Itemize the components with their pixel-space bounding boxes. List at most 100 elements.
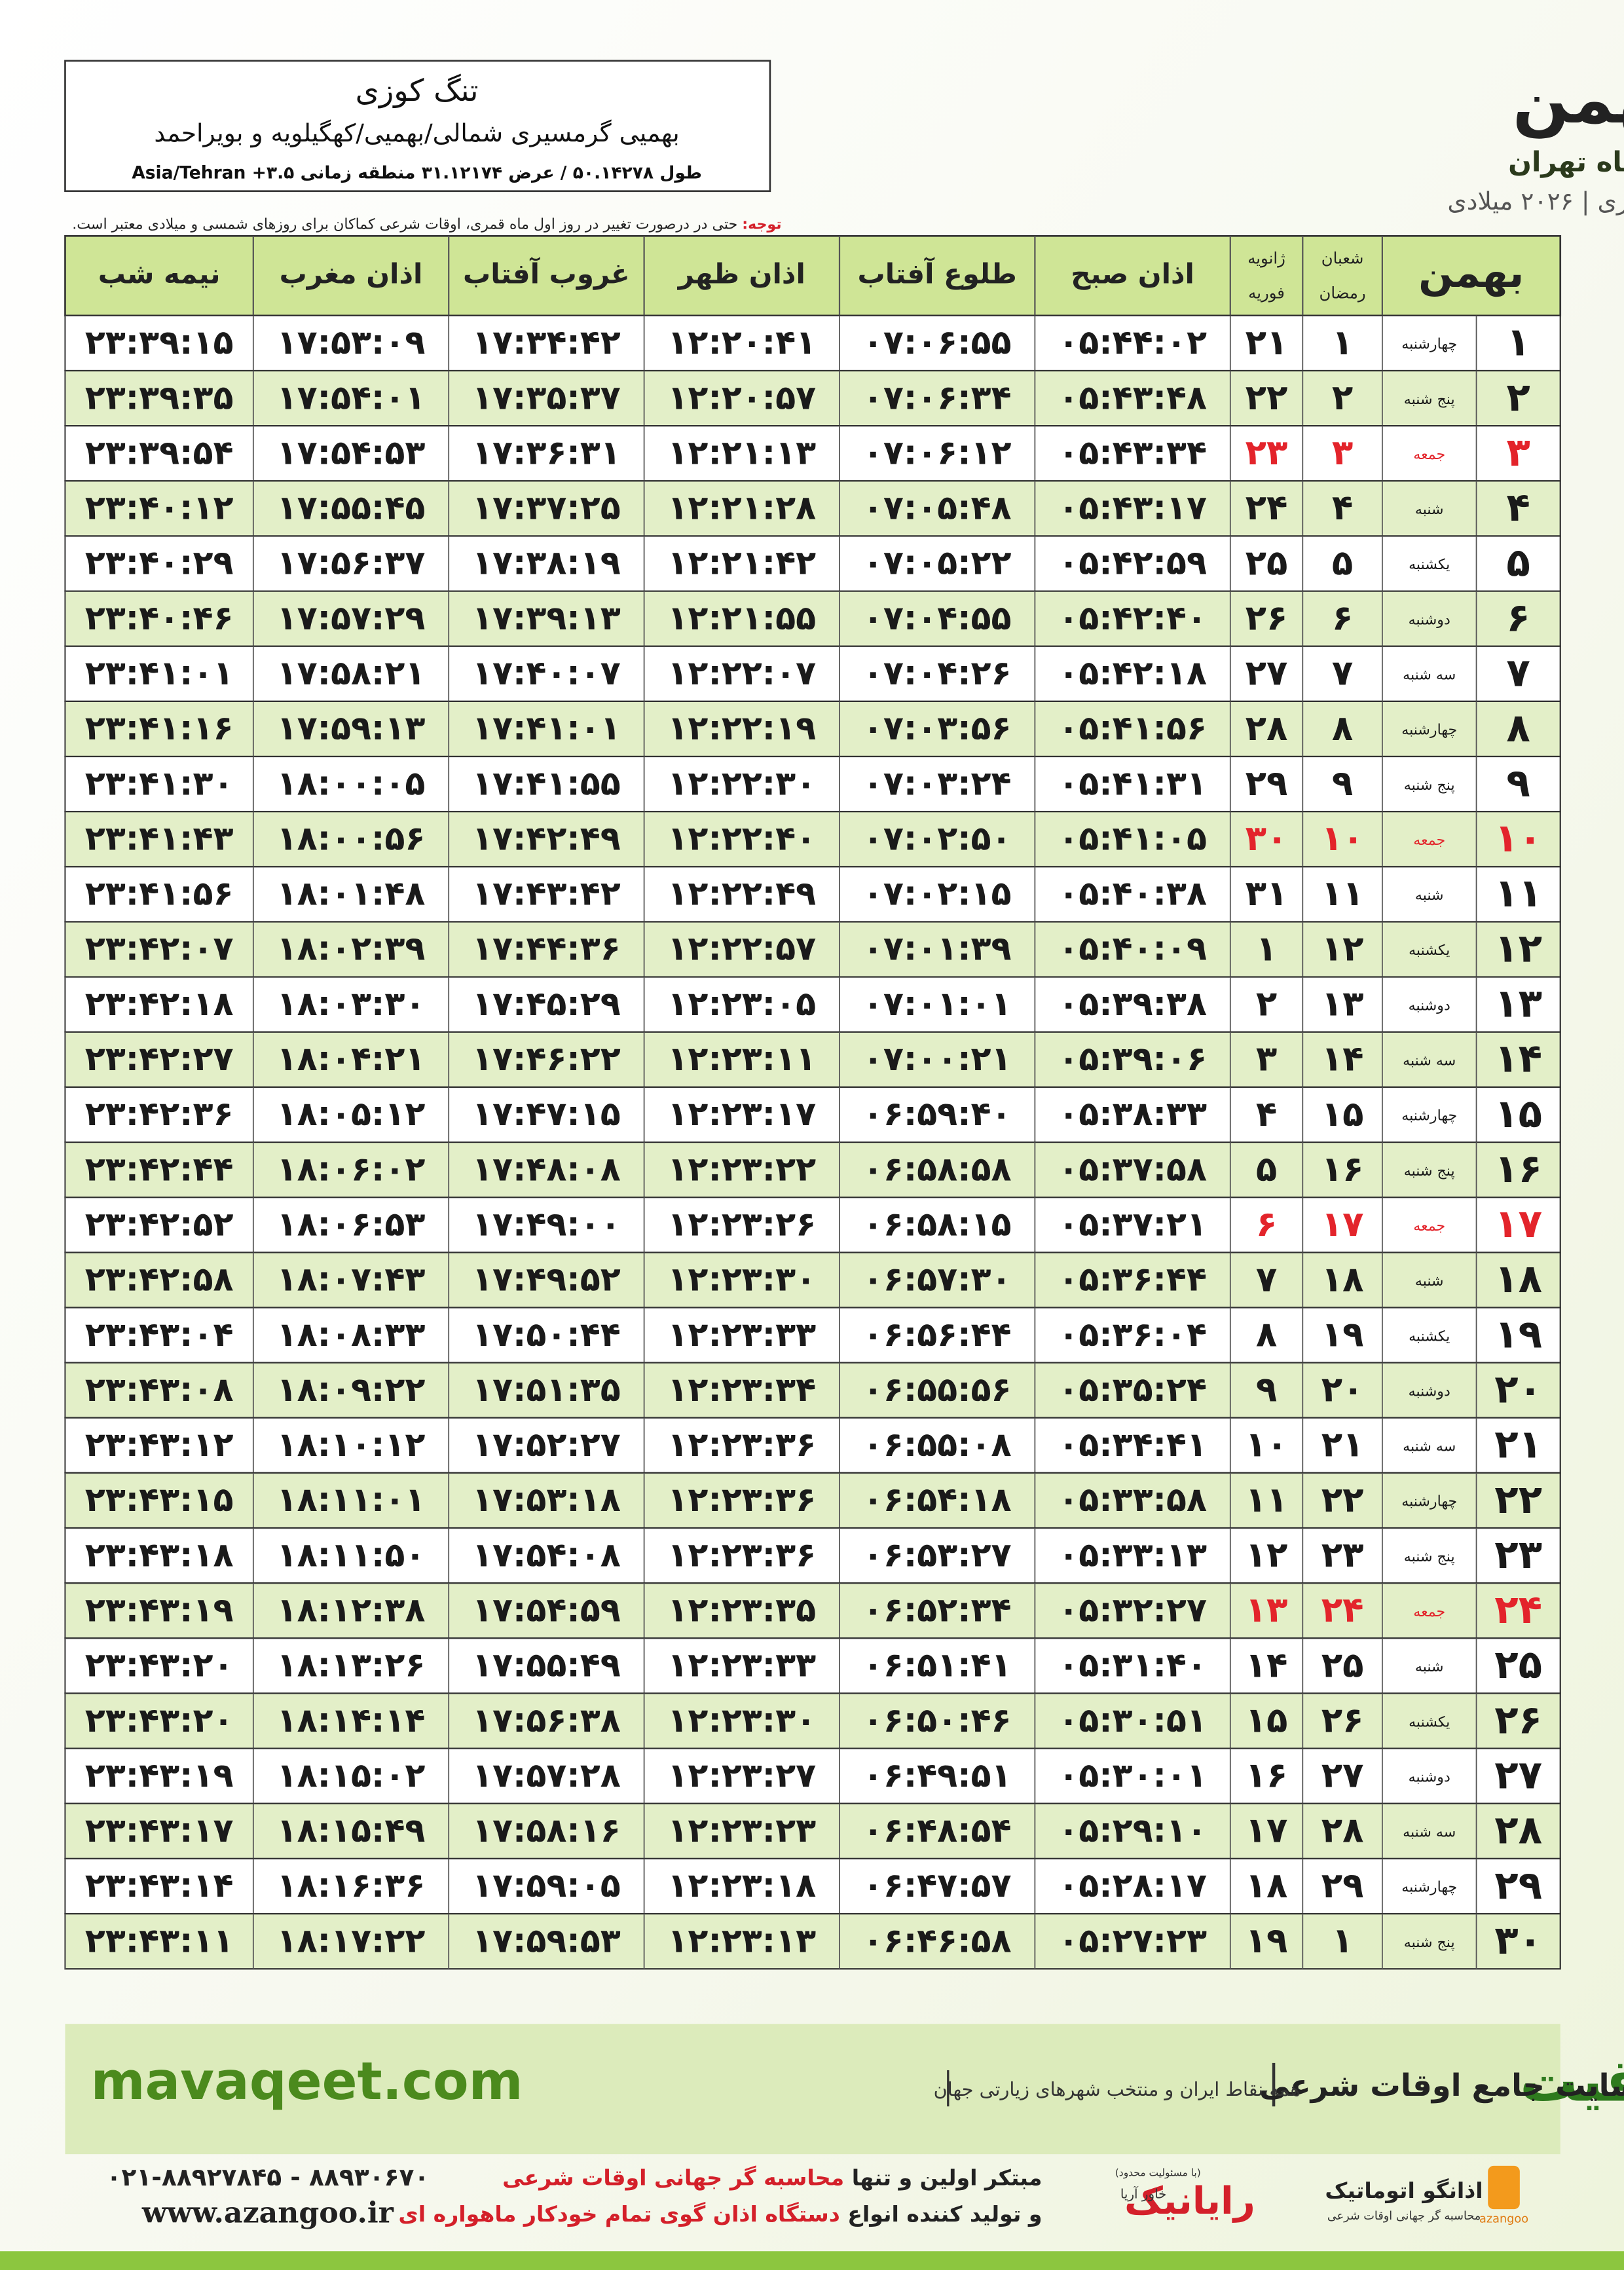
prayer-time: ۰۶:۵۳:۲۷ [863, 1535, 1012, 1574]
weekday: چهارشنبه [1401, 1879, 1457, 1896]
prayer-time: ۲۳:۴۳:۱۷ [85, 1811, 234, 1850]
phone: ۰۲۱-۸۸۹۲۷۸۴۵ - ۸۸۹۳۰۶۷۰ [106, 2163, 429, 2191]
date-number: ۲۴ [1321, 1590, 1364, 1630]
prayer-time: ۱۲:۲۳:۱۳ [667, 1921, 816, 1960]
prayer-time: ۱۸:۱۵:۴۹ [277, 1811, 426, 1850]
weekday: جمعه [1413, 1603, 1445, 1620]
column-header: بهمن [1418, 250, 1524, 297]
weekday: یکشنبه [1409, 556, 1450, 573]
prayer-time: ۱۸:۱۵:۰۲ [277, 1756, 426, 1795]
date-number: ۱۵ [1321, 1094, 1364, 1134]
day-number: ۲۵ [1494, 1643, 1542, 1688]
date-number: ۲ [1256, 984, 1277, 1024]
day-number: ۱ [1506, 320, 1530, 365]
day-number: ۱۷ [1494, 1202, 1542, 1247]
day-number: ۲۴ [1494, 1588, 1542, 1633]
date-number: ۳ [1332, 432, 1353, 473]
prayer-time: ۱۸:۰۸:۳۳ [277, 1315, 426, 1354]
prayer-time: ۲۳:۴۱:۴۳ [85, 819, 234, 857]
prayer-time: ۱۸:۱۶:۳۶ [277, 1866, 426, 1905]
prayer-time: ۲۳:۴۲:۱۸ [85, 984, 234, 1023]
prayer-time: ۰۶:۴۶:۵۸ [863, 1921, 1012, 1960]
prayer-time: ۰۶:۴۹:۵۱ [863, 1756, 1012, 1795]
date-number: ۲۲ [1321, 1479, 1364, 1520]
prayer-time: ۱۲:۲۳:۱۷ [667, 1094, 816, 1133]
prayer-time: ۰۶:۵۷:۳۰ [863, 1260, 1012, 1299]
prayer-time: ۱۸:۱۰:۱۲ [277, 1425, 426, 1464]
prayer-time: ۱۲:۲۳:۲۳ [667, 1811, 816, 1850]
prayer-time: ۱۷:۵۲:۲۷ [472, 1425, 621, 1464]
day-number: ۲۷ [1494, 1753, 1542, 1798]
prayer-time: ۱۲:۲۳:۳۵ [667, 1590, 816, 1629]
prayer-time: ۱۲:۲۱:۱۳ [667, 433, 816, 472]
banner-coverage: همه نقاط ایران و منتخب شهرهای زیارتی جها… [934, 2078, 1301, 2100]
prayer-time: ۰۷:۰۶:۵۵ [863, 323, 1012, 362]
prayer-time: ۰۵:۳۳:۱۳ [1058, 1535, 1207, 1574]
prayer-time: ۱۸:۱۳:۲۶ [277, 1646, 426, 1684]
prayer-time: ۲۳:۴۳:۰۴ [85, 1315, 234, 1354]
prayer-time: ۱۷:۵۸:۱۶ [472, 1811, 621, 1850]
banner-brand: مـواقیت [1520, 2047, 1624, 2115]
date-number: ۲۹ [1246, 763, 1288, 804]
weekday: شنبه [1415, 501, 1444, 518]
prayer-time: ۱۷:۵۸:۲۱ [277, 654, 426, 692]
date-number: ۲۸ [1321, 1810, 1364, 1851]
prayer-time: ۱۸:۰۷:۴۳ [277, 1260, 426, 1299]
prayer-time: ۱۲:۲۰:۵۷ [667, 378, 816, 417]
date-number: ۱۰ [1321, 818, 1364, 859]
prayer-time: ۱۷:۴۱:۵۵ [472, 764, 621, 802]
date-number: ۳ [1256, 1039, 1277, 1079]
prayer-time: ۱۲:۲۲:۵۷ [667, 929, 816, 968]
prayer-time: ۰۵:۴۱:۳۱ [1058, 764, 1207, 802]
column-header: طلوع آفتاب [858, 257, 1017, 291]
prayer-time: ۱۲:۲۲:۴۰ [667, 819, 816, 857]
date-number: ۱ [1332, 1920, 1353, 1961]
table-header-bg [64, 234, 1562, 317]
date-number: ۲۳ [1321, 1535, 1364, 1575]
prayer-time: ۲۳:۴۳:۱۵ [85, 1480, 234, 1519]
date-number: ۲۷ [1321, 1755, 1364, 1796]
prayer-time: ۱۷:۵۴:۵۹ [472, 1590, 621, 1629]
logo-legal: (با مسئولیت محدود) [1115, 2167, 1201, 2179]
prayer-time: ۲۳:۴۲:۴۴ [85, 1149, 234, 1188]
date-number: ۲۶ [1246, 598, 1288, 639]
prayer-time: ۰۷:۰۵:۲۲ [863, 544, 1012, 582]
day-number: ۱۳ [1494, 981, 1542, 1026]
table-row [64, 1912, 1561, 1970]
prayer-time: ۱۷:۴۲:۴۹ [472, 819, 621, 857]
prayer-time: ۱۸:۰۳:۳۰ [277, 984, 426, 1023]
day-number: ۶ [1506, 595, 1530, 641]
date-number: ۱۹ [1246, 1920, 1288, 1961]
table-row [64, 1031, 1561, 1088]
text-span: و تولید کننده انواع [840, 2201, 1043, 2227]
day-number: ۱۲ [1494, 926, 1542, 971]
prayer-time: ۰۵:۴۴:۰۲ [1058, 323, 1207, 362]
prayer-time: ۱۲:۲۳:۳۳ [667, 1315, 816, 1354]
prayer-time: ۲۳:۴۱:۵۶ [85, 874, 234, 913]
prayer-time: ۰۵:۴۲:۱۸ [1058, 654, 1207, 692]
prayer-time: ۱۲:۲۳:۳۶ [667, 1535, 816, 1574]
date-number: ۱۱ [1321, 873, 1364, 914]
table-row [64, 700, 1561, 758]
day-number: ۱۸ [1494, 1257, 1542, 1302]
prayer-time: ۲۳:۴۳:۱۹ [85, 1590, 234, 1629]
prayer-time: ۱۸:۰۹:۲۲ [277, 1370, 426, 1409]
prayer-time: ۲۳:۴۳:۱۹ [85, 1756, 234, 1795]
day-number: ۲۸ [1494, 1808, 1542, 1853]
weekday: چهارشنبه [1401, 1107, 1457, 1125]
prayer-time: ۰۵:۳۰:۰۱ [1058, 1756, 1207, 1795]
logo-name: اذانگو اتوماتیک [1325, 2178, 1483, 2204]
prayer-time: ۰۵:۲۷:۲۳ [1058, 1921, 1207, 1960]
prayer-time: ۰۵:۳۴:۴۱ [1058, 1425, 1207, 1464]
date-number: ۵ [1332, 542, 1353, 583]
prayer-time: ۰۶:۵۴:۱۸ [863, 1480, 1012, 1519]
prayer-time: ۲۳:۴۰:۴۶ [85, 599, 234, 637]
table-row [64, 1802, 1561, 1860]
table-row [64, 1747, 1561, 1804]
prayer-time: ۰۵:۳۰:۵۱ [1058, 1701, 1207, 1740]
day-number: ۳۰ [1494, 1918, 1542, 1963]
day-number: ۲۳ [1494, 1533, 1542, 1578]
day-number: ۸ [1506, 706, 1530, 751]
prayer-time: ۰۶:۵۶:۴۴ [863, 1315, 1012, 1354]
